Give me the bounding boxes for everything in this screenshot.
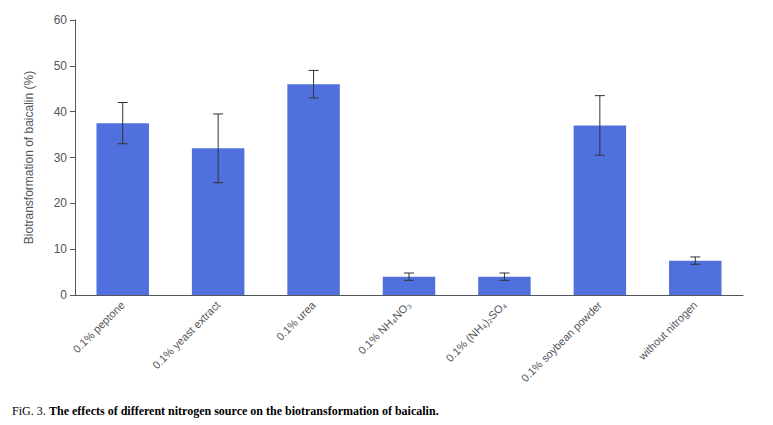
svg-text:0.1% peptone: 0.1% peptone	[71, 299, 127, 355]
svg-text:0.1% urea: 0.1% urea	[274, 298, 319, 343]
svg-text:20: 20	[54, 196, 68, 210]
svg-text:The effects of different nitro: The effects of different nitrogen source…	[49, 404, 439, 418]
svg-text:0.1% soybean powder: 0.1% soybean powder	[519, 299, 605, 385]
svg-text:50: 50	[54, 59, 68, 73]
svg-text:40: 40	[54, 105, 68, 119]
svg-text:10: 10	[54, 242, 68, 256]
svg-text:0.1% NH₄NO₃: 0.1% NH₄NO₃	[356, 299, 414, 357]
svg-text:0.1% yeast extract: 0.1% yeast extract	[150, 299, 222, 371]
svg-text:Biotransformation of baicalin: Biotransformation of baicalin (%)	[22, 71, 36, 244]
svg-text:30: 30	[54, 151, 68, 165]
svg-text:60: 60	[54, 13, 68, 27]
svg-text:0: 0	[60, 288, 67, 302]
svg-text:without nitrogen: without nitrogen	[635, 299, 699, 363]
svg-text:FiG. 3.: FiG. 3.	[12, 404, 46, 418]
svg-text:0.1% (NH₄)₂SO₄: 0.1% (NH₄)₂SO₄	[443, 298, 509, 364]
